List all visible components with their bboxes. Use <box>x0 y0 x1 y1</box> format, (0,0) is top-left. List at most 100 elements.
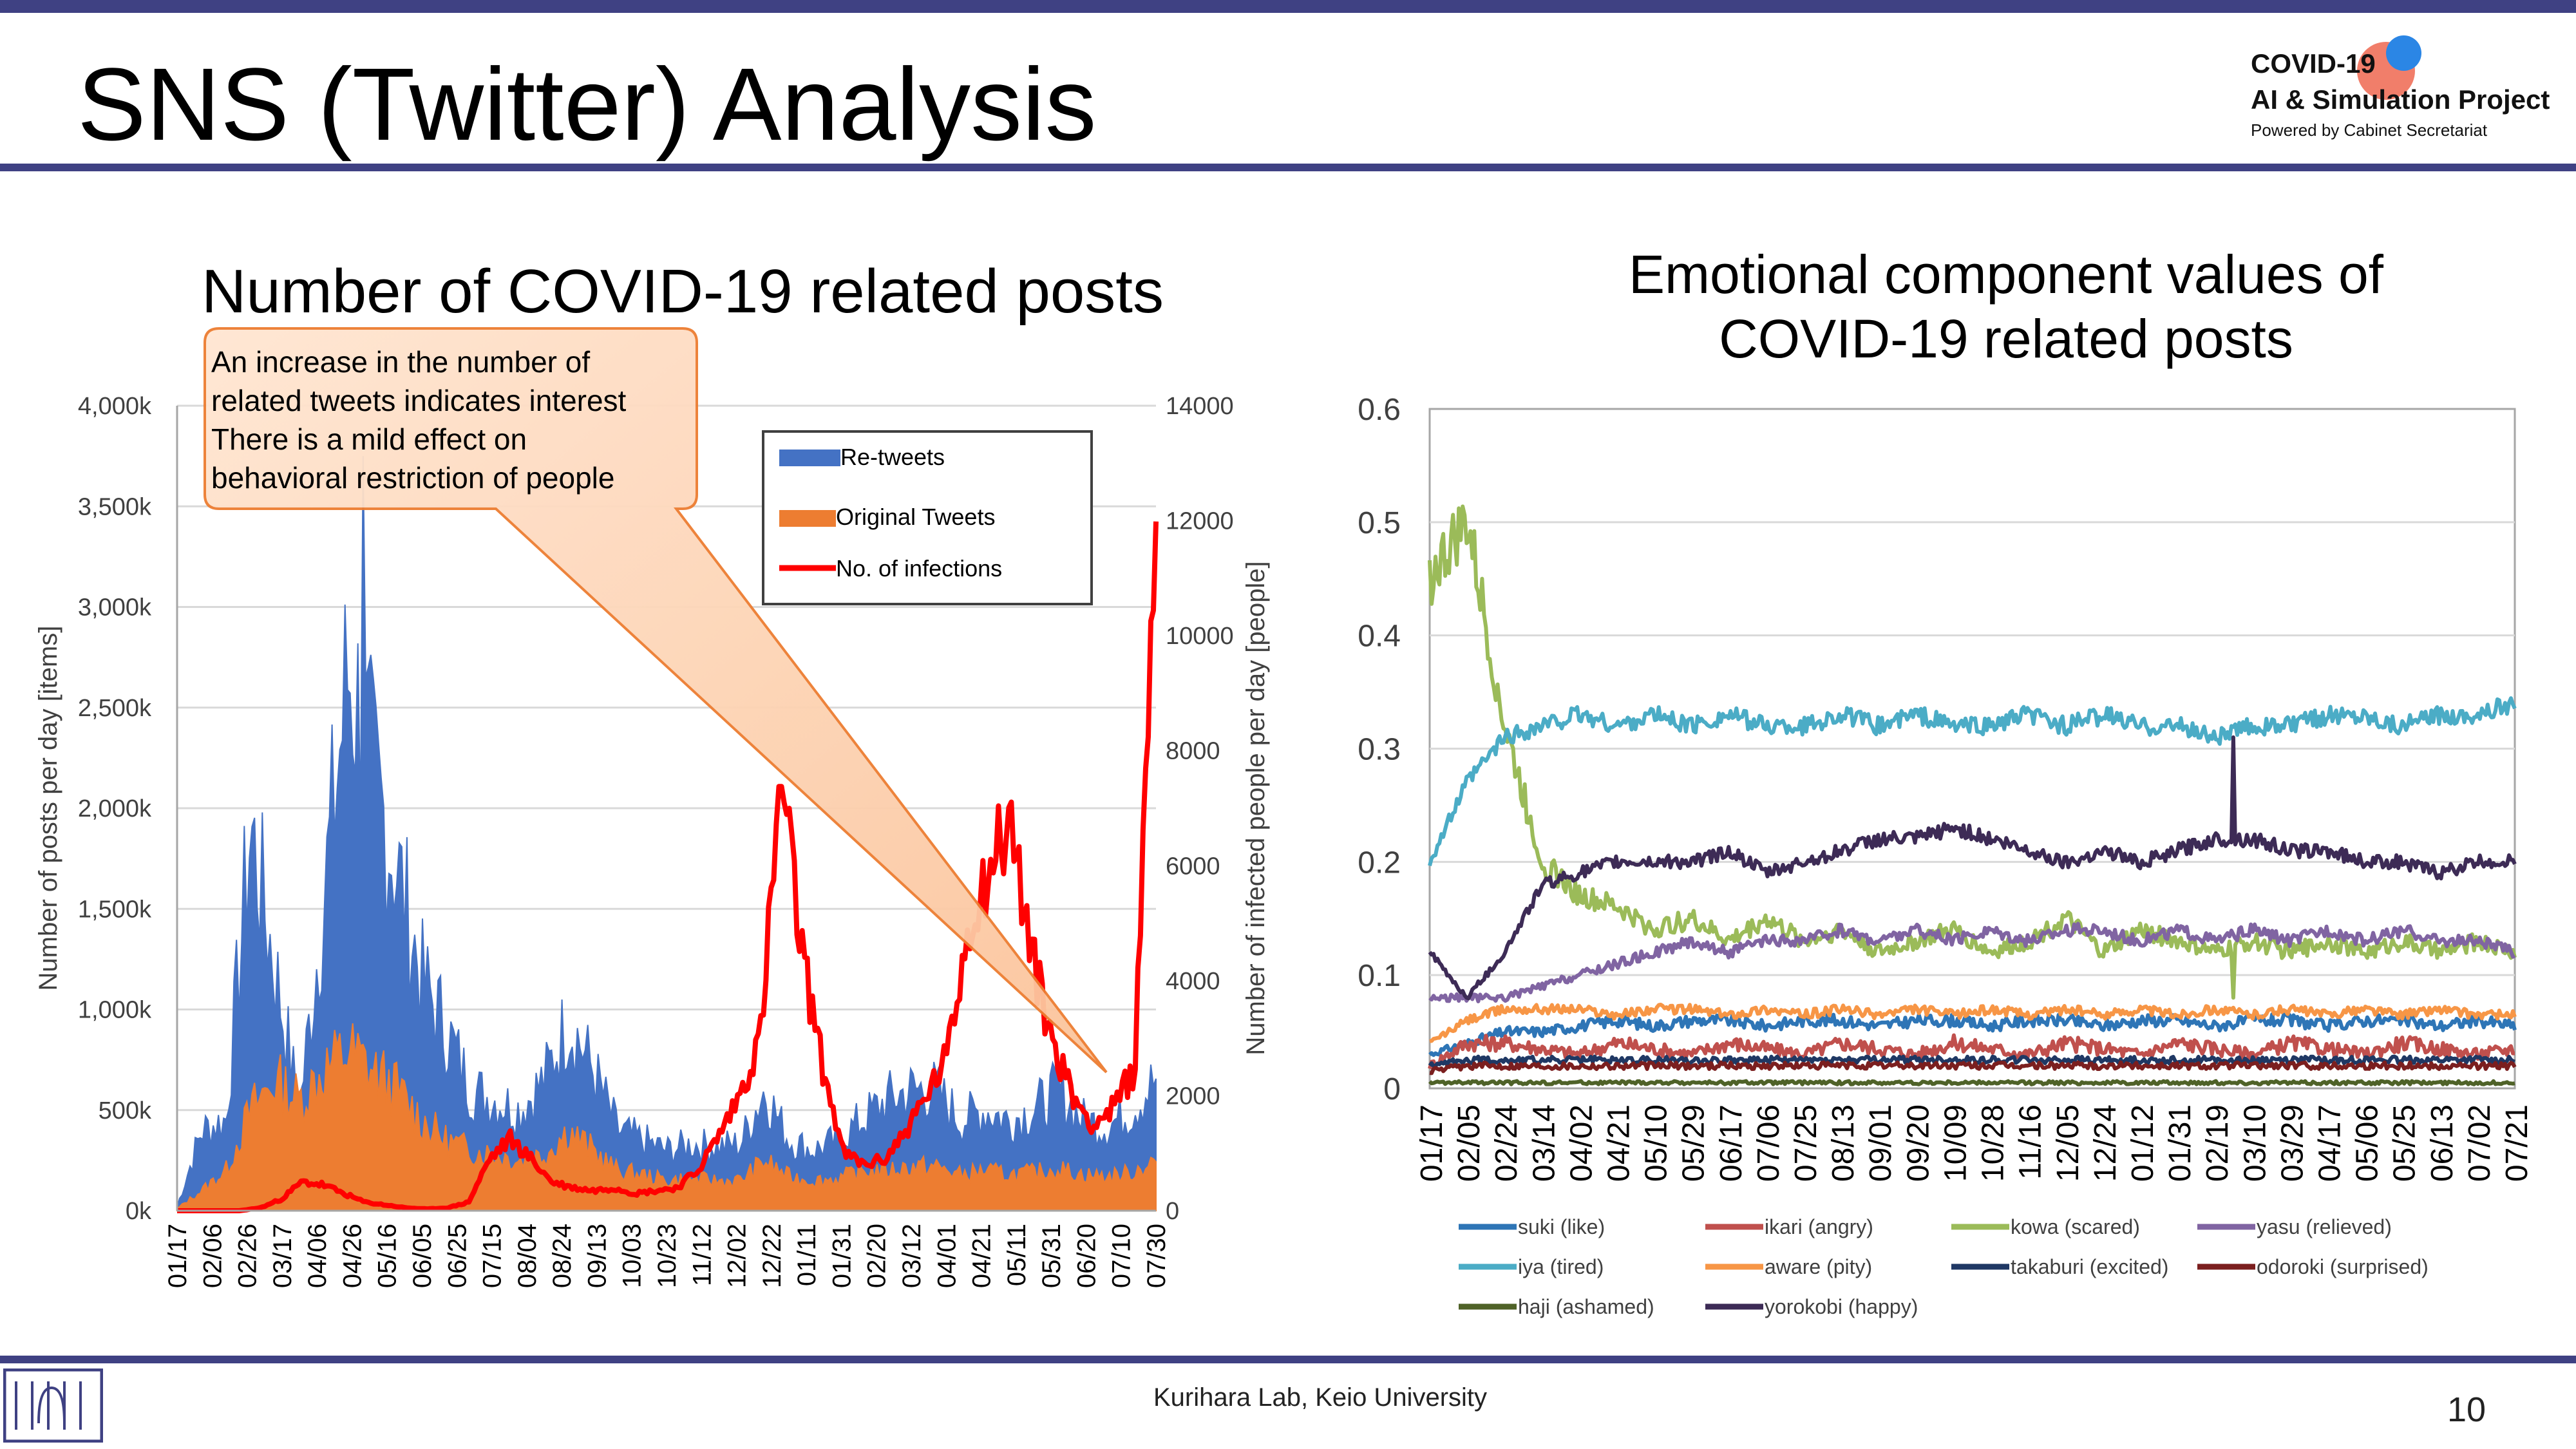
x-tick-label: 08/24 <box>548 1224 576 1288</box>
logo-line1: COVID-19 <box>2251 48 2376 79</box>
y-tick-label: 0.6 <box>1358 393 1401 427</box>
y2-tick-label: 12000 <box>1166 508 1234 535</box>
x-tick-label: 09/13 <box>583 1224 611 1288</box>
title-divider <box>0 164 2576 171</box>
y2-axis-title: Number of infected people per day [peopl… <box>1242 561 1270 1055</box>
page-title: SNS (Twitter) Analysis <box>77 46 1097 162</box>
y-tick-label: 0.4 <box>1358 620 1401 654</box>
x-tick-label: 07/06 <box>1752 1104 1786 1182</box>
emotion-series-line <box>1428 1054 2515 1068</box>
x-tick-label: 01/17 <box>164 1224 192 1288</box>
x-tick-label: 12/05 <box>2051 1104 2085 1182</box>
x-tick-label: 02/26 <box>234 1224 262 1288</box>
y-axis-title: Number of posts per day [items] <box>34 626 62 991</box>
x-tick-label: 05/06 <box>2351 1104 2385 1182</box>
callout-text-line: behavioral restriction of people <box>211 461 614 495</box>
original-tweets-area-series <box>176 1023 1157 1211</box>
y2-tick-label: 2000 <box>1166 1083 1220 1110</box>
y-tick-label: 0.2 <box>1358 846 1401 880</box>
y2-tick-label: 6000 <box>1166 853 1220 880</box>
y-tick-label: 4,000k <box>78 393 152 420</box>
x-tick-label: 01/17 <box>1415 1104 1449 1182</box>
legend-label: odoroki (surprised) <box>2257 1255 2429 1278</box>
x-tick-label: 06/05 <box>408 1224 437 1288</box>
x-tick-label: 04/01 <box>933 1224 961 1288</box>
x-tick-label: 05/25 <box>2388 1104 2422 1182</box>
x-tick-label: 07/02 <box>2463 1104 2497 1182</box>
lab-logo-icon <box>3 1368 103 1443</box>
project-logo: COVID-19 AI & Simulation Project Powered… <box>2248 35 2557 151</box>
x-tick-label: 04/17 <box>2313 1104 2347 1182</box>
callout-text-line: related tweets indicates interest <box>211 384 627 417</box>
x-tick-label: 07/15 <box>478 1224 507 1288</box>
x-tick-label: 01/31 <box>828 1224 856 1288</box>
x-tick-label: 07/10 <box>1108 1224 1136 1288</box>
x-tick-label: 02/06 <box>198 1224 227 1288</box>
x-tick-label: 04/21 <box>1602 1104 1636 1182</box>
x-tick-label: 10/28 <box>1976 1104 2011 1182</box>
footer-credit: Kurihara Lab, Keio University <box>1153 1383 1488 1412</box>
legend-label-original: Original Tweets <box>836 504 995 530</box>
x-tick-label: 05/10 <box>1640 1104 1674 1182</box>
x-tick-label: 12/22 <box>758 1224 786 1288</box>
posts-chart-title: Number of COVID-19 related posts <box>202 257 1164 326</box>
legend-label-retweets: Re-tweets <box>840 444 945 470</box>
y2-tick-label: 4000 <box>1166 968 1220 995</box>
y2-tick-label: 14000 <box>1166 393 1234 420</box>
legend-label: suki (like) <box>1518 1215 1605 1238</box>
logo-line3: Powered by Cabinet Secretariat <box>2251 120 2488 140</box>
x-tick-label: 07/25 <box>1789 1104 1823 1182</box>
y2-tick-label: 10000 <box>1166 623 1234 650</box>
emotion-series-line <box>1428 1033 2515 1070</box>
y-tick-label: 0 <box>1383 1072 1401 1106</box>
emotion-chart-title-line1: Emotional component values of <box>1629 244 2384 305</box>
infections-line-series <box>177 521 1159 1213</box>
x-tick-label: 05/29 <box>1677 1104 1711 1182</box>
x-tick-label: 05/31 <box>1037 1224 1066 1288</box>
posts-chart: Number of COVID-19 related posts 4,000k 3,… <box>34 257 1270 1288</box>
x-tick-label: 02/05 <box>1452 1104 1486 1182</box>
x-tick-label: 03/10 <box>2238 1104 2272 1182</box>
x-tick-label: 01/12 <box>2126 1104 2160 1182</box>
x-tick-label: 03/14 <box>1527 1104 1561 1182</box>
x-tick-label: 04/26 <box>338 1224 366 1288</box>
emotion-series-line <box>1428 1012 2517 1057</box>
emotion-series-line <box>1429 1003 2517 1043</box>
legend-label: iya (tired) <box>1518 1255 1604 1278</box>
legend-label: aware (pity) <box>1765 1255 1872 1278</box>
y-tick-label: 0k <box>126 1198 152 1225</box>
x-tick-label: 11/16 <box>2014 1104 2048 1180</box>
x-tick-label: 08/04 <box>513 1224 542 1288</box>
x-tick-label: 02/19 <box>2201 1104 2235 1182</box>
emotion-series-line <box>1428 504 2517 1000</box>
posts-legend: Re-tweets Original Tweets No. of infection… <box>762 430 1093 605</box>
x-tick-label: 07/21 <box>2500 1104 2534 1182</box>
x-tick-label: 03/29 <box>2275 1104 2309 1182</box>
y-tick-label: 2,500k <box>78 695 152 722</box>
x-tick-label: 06/25 <box>443 1224 471 1288</box>
emotion-series-line <box>1429 1060 2517 1075</box>
bottom-accent-bar <box>0 1356 2576 1363</box>
x-tick-label: 05/11 <box>1003 1224 1031 1286</box>
callout-shape <box>204 327 1108 1074</box>
y-tick-label: 1,000k <box>78 997 152 1024</box>
x-tick-label: 04/21 <box>968 1224 996 1288</box>
x-tick-label: 10/09 <box>1938 1104 1973 1182</box>
y-tick-label: 0.3 <box>1358 733 1401 767</box>
page-number: 10 <box>2447 1390 2486 1429</box>
y2-tick-label: 0 <box>1166 1198 1179 1225</box>
annotation-callout: An increase in the number of related twee… <box>204 327 1108 1074</box>
x-tick-label: 01/31 <box>2163 1104 2197 1182</box>
callout-text-line: An increase in the number of <box>211 345 590 379</box>
legend-label: ikari (angry) <box>1765 1215 1873 1238</box>
x-tick-label: 10/03 <box>618 1224 647 1288</box>
callout-text-line: There is a mild effect on <box>211 422 527 456</box>
x-tick-label: 02/24 <box>1490 1104 1524 1182</box>
legend-label: takaburi (excited) <box>2011 1255 2168 1278</box>
y-tick-label: 3,000k <box>78 594 152 621</box>
logo-dot-blue <box>2386 35 2421 71</box>
x-tick-label: 03/12 <box>898 1224 926 1288</box>
y-tick-label: 0.1 <box>1358 959 1401 993</box>
legend-label: haji (ashamed) <box>1518 1295 1654 1318</box>
x-tick-label: 06/13 <box>2425 1104 2459 1182</box>
